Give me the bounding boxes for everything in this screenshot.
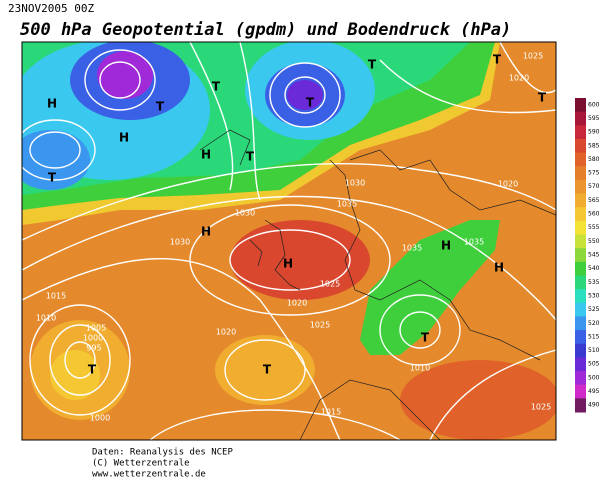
colorbar-swatch <box>575 261 586 276</box>
colorbar-label: 490 <box>588 402 600 409</box>
colorbar-label: 545 <box>588 252 600 259</box>
colorbar-swatch <box>575 302 586 317</box>
isobar-label: 1015 <box>46 292 66 301</box>
colorbar-label: 585 <box>588 142 600 149</box>
pressure-center: T <box>538 91 547 105</box>
pressure-center: T <box>368 58 377 72</box>
colorbar-label: 510 <box>588 347 600 354</box>
isobar-label: 1020 <box>287 299 307 308</box>
map-field <box>22 42 556 440</box>
isobar-label: 1025 <box>523 52 543 61</box>
colorbar-label: 525 <box>588 306 600 313</box>
isobar-label: 1000 <box>83 334 103 343</box>
colorbar-label: 555 <box>588 224 600 231</box>
colorbar-swatch <box>575 234 586 249</box>
colorbar-label: 570 <box>588 183 600 190</box>
colorbar-label: 590 <box>588 129 600 136</box>
isobar-label: 1035 <box>337 200 357 209</box>
isobar-label: 1020 <box>509 74 529 83</box>
pressure-center: H <box>201 225 211 239</box>
colorbar-label: 500 <box>588 374 600 381</box>
isobar-label: 1025 <box>310 321 330 330</box>
pressure-center: T <box>156 100 165 114</box>
date-label: 23NOV2005 00Z <box>8 2 94 15</box>
pressure-center: T <box>246 150 255 164</box>
colorbar-swatch <box>575 371 586 386</box>
map-labels: H H T T H T T T T T T H H H H T T T 1030 1030 1025 1020 1025 10… <box>36 52 551 423</box>
isobar-label: 1000 <box>90 414 110 423</box>
isobar-label: 1030 <box>170 238 190 247</box>
pressure-center: T <box>493 53 502 67</box>
pressure-center: H <box>201 148 211 162</box>
footer-line: www.wetterzentrale.de <box>92 470 206 479</box>
colorbar-swatch <box>575 275 586 290</box>
isobar-label: 1030 <box>345 179 365 188</box>
colorbar-label: 560 <box>588 211 600 218</box>
colorbar-swatch <box>575 193 586 208</box>
map-frame <box>21 41 557 441</box>
isobar-label: 1035 <box>402 244 422 253</box>
isobar-label: 995 <box>86 344 101 353</box>
isobar-label: 1020 <box>498 180 518 189</box>
pressure-center: H <box>441 239 451 253</box>
colorbar-label: 520 <box>588 320 600 327</box>
pressure-center: T <box>88 363 97 377</box>
colorbar-label: 600 <box>588 101 600 108</box>
pressure-center: T <box>212 80 221 94</box>
colorbar-swatch <box>575 289 586 304</box>
isobar-label: 1025 <box>531 403 551 412</box>
colorbar-swatch <box>575 357 586 372</box>
pressure-center: T <box>263 363 272 377</box>
colorbar-swatch <box>575 179 586 195</box>
isobar-label: 1010 <box>36 314 56 323</box>
colorbar-swatch <box>575 343 586 358</box>
colorbar-swatch <box>575 248 586 263</box>
colorbar-swatch <box>575 152 586 167</box>
colorbar-label: 540 <box>588 265 600 272</box>
pressure-center: H <box>283 257 293 271</box>
colorbar-label: 550 <box>588 238 600 245</box>
isobar-label: 1020 <box>216 328 236 337</box>
isobar-label: 1010 <box>410 364 430 373</box>
pressure-center: T <box>421 331 430 345</box>
footer: Daten: Reanalysis des NCEP(C) Wetterzent… <box>92 448 233 480</box>
colorbar-label: 575 <box>588 170 600 177</box>
colorbar-label: 505 <box>588 361 600 368</box>
colorbar-swatch <box>575 125 586 140</box>
colorbar: 600 595 590 585 580 575 570 565 560 555 550 545 540 5… <box>575 98 600 413</box>
isobar-label: 1035 <box>464 238 484 247</box>
isobar-label: 1025 <box>320 280 340 289</box>
colorbar-swatch <box>575 330 586 345</box>
colorbar-swatch <box>575 111 586 126</box>
isobar-label: 1005 <box>86 324 106 333</box>
colorbar-label: 530 <box>588 292 600 299</box>
pressure-center: H <box>119 131 129 145</box>
pressure-center: H <box>47 97 57 111</box>
colorbar-label: 515 <box>588 333 600 340</box>
isobar-label: 1015 <box>321 408 341 417</box>
isobar-label: 1030 <box>235 209 255 218</box>
colorbar-swatch <box>575 166 586 181</box>
footer-line: (C) Wetterzentrale <box>92 459 190 469</box>
colorbar-label: 565 <box>588 197 600 204</box>
pressure-center: H <box>494 261 504 275</box>
pressure-center: T <box>306 96 315 110</box>
title: 500 hPa Geopotential (gpdm) und Bodendru… <box>20 20 511 40</box>
footer-line: Daten: Reanalysis des NCEP <box>92 448 233 458</box>
colorbar-swatch <box>575 220 586 236</box>
pressure-center: T <box>48 171 57 185</box>
colorbar-label: 580 <box>588 156 600 163</box>
colorbar-label: 535 <box>588 279 600 286</box>
colorbar-swatch <box>575 384 586 399</box>
colorbar-label: 595 <box>588 115 600 122</box>
colorbar-swatch <box>575 398 586 413</box>
colorbar-swatch <box>575 207 586 222</box>
colorbar-swatch <box>575 138 586 154</box>
colorbar-label: 495 <box>588 388 600 395</box>
colorbar-swatch <box>575 316 586 331</box>
colorbar-swatch <box>575 98 586 113</box>
